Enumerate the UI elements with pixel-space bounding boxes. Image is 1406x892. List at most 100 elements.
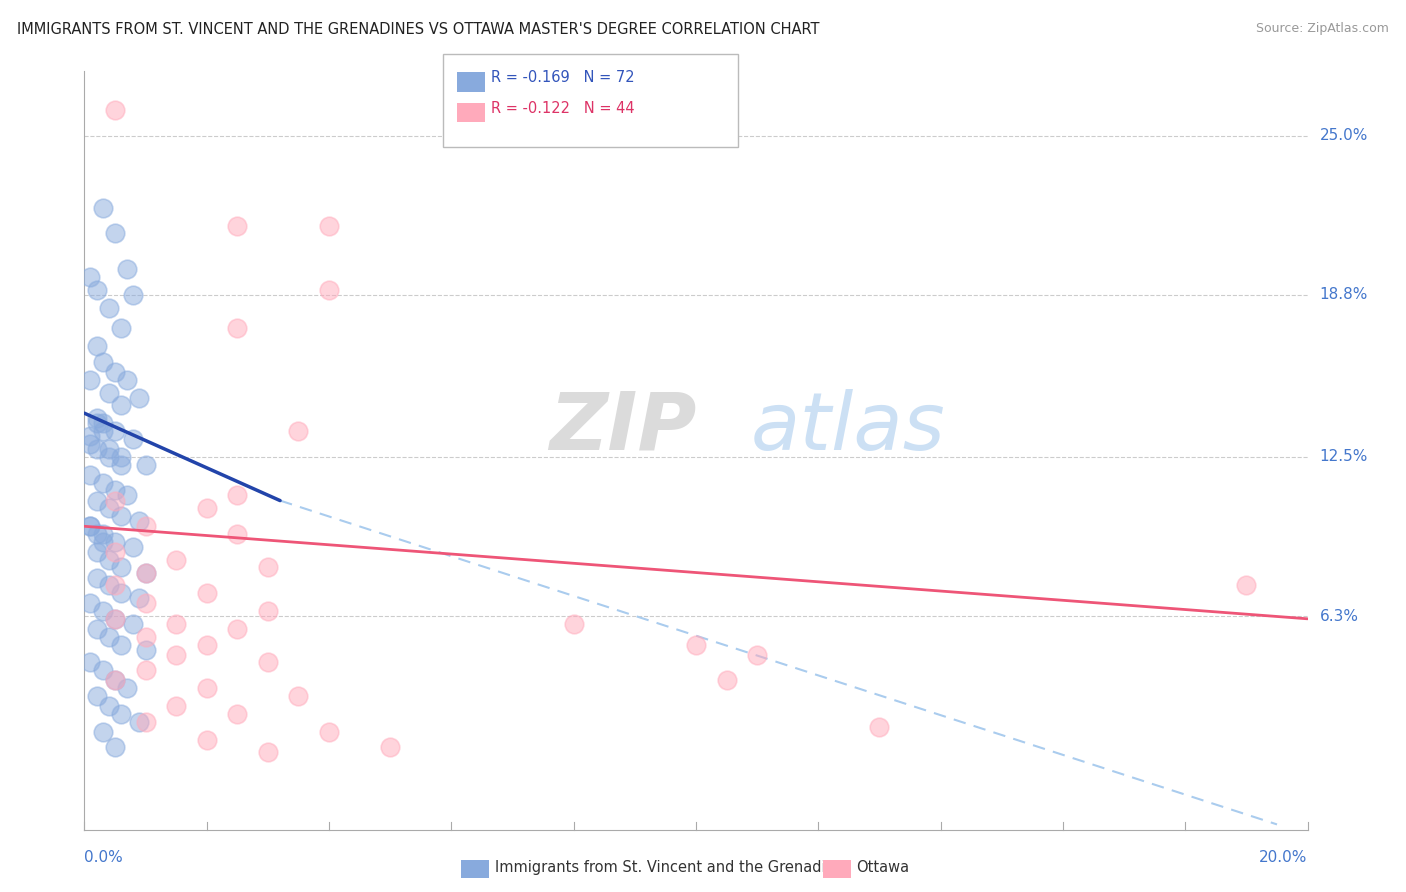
Point bbox=[97, 450, 120, 464]
Point bbox=[318, 219, 340, 233]
Point bbox=[747, 648, 769, 662]
Point bbox=[91, 527, 114, 541]
Point bbox=[104, 740, 127, 755]
Text: R = -0.169   N = 72: R = -0.169 N = 72 bbox=[491, 70, 634, 86]
Point bbox=[91, 604, 114, 618]
Point bbox=[86, 571, 108, 585]
Point bbox=[91, 355, 114, 369]
Point bbox=[110, 321, 132, 335]
Point bbox=[115, 488, 138, 502]
Point bbox=[128, 514, 150, 528]
Point bbox=[122, 616, 145, 631]
Point bbox=[91, 534, 114, 549]
Point bbox=[104, 673, 127, 688]
Point bbox=[86, 622, 108, 636]
Point bbox=[104, 534, 127, 549]
Point bbox=[869, 720, 891, 734]
Point bbox=[97, 699, 120, 714]
Point bbox=[135, 566, 157, 580]
Point bbox=[287, 689, 309, 703]
Point bbox=[97, 578, 120, 592]
Point bbox=[97, 301, 120, 315]
Point bbox=[562, 616, 585, 631]
Point bbox=[128, 591, 150, 606]
Point bbox=[128, 714, 150, 729]
Point bbox=[318, 725, 340, 739]
Point bbox=[226, 321, 249, 335]
Point bbox=[115, 262, 138, 277]
Point bbox=[104, 612, 127, 626]
Point bbox=[165, 699, 187, 714]
Point bbox=[104, 545, 127, 559]
Point bbox=[257, 560, 280, 574]
Point bbox=[91, 424, 114, 438]
Point bbox=[257, 604, 280, 618]
Point bbox=[257, 746, 280, 760]
Point bbox=[91, 475, 114, 490]
Text: R = -0.122   N = 44: R = -0.122 N = 44 bbox=[491, 101, 634, 116]
Point bbox=[97, 442, 120, 457]
Point bbox=[226, 219, 249, 233]
Point bbox=[91, 725, 114, 739]
Text: 25.0%: 25.0% bbox=[1320, 128, 1368, 143]
Point bbox=[86, 493, 108, 508]
Point bbox=[91, 417, 114, 431]
Point bbox=[135, 519, 157, 533]
Text: Ottawa: Ottawa bbox=[856, 860, 910, 874]
Point bbox=[110, 399, 132, 413]
Text: Immigrants from St. Vincent and the Grenadines: Immigrants from St. Vincent and the Gren… bbox=[495, 860, 852, 874]
Text: 12.5%: 12.5% bbox=[1320, 450, 1368, 465]
Point bbox=[91, 663, 114, 677]
Point bbox=[318, 283, 340, 297]
Point bbox=[79, 437, 101, 451]
Point bbox=[115, 681, 138, 696]
Point bbox=[257, 656, 280, 670]
Text: Source: ZipAtlas.com: Source: ZipAtlas.com bbox=[1256, 22, 1389, 36]
Point bbox=[115, 373, 138, 387]
Point bbox=[135, 714, 157, 729]
Point bbox=[226, 706, 249, 721]
Point bbox=[165, 616, 187, 631]
Point bbox=[97, 630, 120, 644]
Point bbox=[86, 411, 108, 425]
Point bbox=[86, 339, 108, 353]
Point bbox=[104, 227, 127, 241]
Point bbox=[135, 663, 157, 677]
Point bbox=[716, 673, 738, 688]
Point bbox=[79, 429, 101, 443]
Point bbox=[287, 424, 309, 438]
Point bbox=[110, 560, 132, 574]
Text: 20.0%: 20.0% bbox=[1260, 850, 1308, 865]
Point bbox=[79, 519, 101, 533]
Point bbox=[380, 740, 402, 755]
Point bbox=[104, 493, 127, 508]
Point bbox=[110, 706, 132, 721]
Point bbox=[110, 458, 132, 472]
Text: 18.8%: 18.8% bbox=[1320, 287, 1368, 302]
Point bbox=[86, 283, 108, 297]
Point bbox=[79, 270, 101, 285]
Point bbox=[165, 552, 187, 566]
Point bbox=[104, 483, 127, 498]
Point bbox=[195, 638, 218, 652]
Text: atlas: atlas bbox=[751, 389, 946, 467]
Point bbox=[128, 391, 150, 405]
Point bbox=[79, 519, 101, 533]
Point bbox=[122, 432, 145, 446]
Point bbox=[97, 552, 120, 566]
Point bbox=[104, 578, 127, 592]
Point bbox=[104, 673, 127, 688]
Point bbox=[86, 527, 108, 541]
Point bbox=[685, 638, 707, 652]
Point bbox=[86, 545, 108, 559]
Point bbox=[135, 458, 157, 472]
Point bbox=[79, 656, 101, 670]
Point bbox=[97, 501, 120, 516]
Point bbox=[110, 508, 132, 523]
Point bbox=[226, 527, 249, 541]
Text: ZIP: ZIP bbox=[550, 389, 696, 467]
Point bbox=[86, 442, 108, 457]
Point bbox=[79, 596, 101, 610]
Point bbox=[122, 540, 145, 554]
Point bbox=[104, 365, 127, 379]
